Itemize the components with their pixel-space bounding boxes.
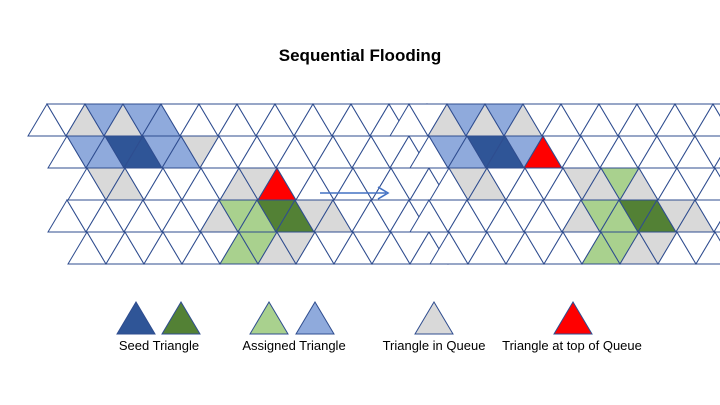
grid-triangle bbox=[714, 167, 720, 178]
legend-swatches bbox=[116, 301, 593, 335]
legend-seed-green-icon bbox=[161, 301, 201, 335]
legend-top-label: Triangle at top of Queue bbox=[502, 338, 642, 353]
grid-triangle bbox=[712, 103, 720, 117]
grid-before bbox=[27, 103, 487, 265]
legend-top-icon bbox=[553, 301, 593, 335]
grid-triangle bbox=[713, 220, 720, 233]
legend-assigned-green-icon bbox=[249, 301, 289, 335]
slide-title: Sequential Flooding bbox=[278, 46, 442, 65]
grid-triangle bbox=[694, 199, 720, 233]
grid-triangle bbox=[714, 231, 720, 242]
legend-assigned-blue-icon bbox=[295, 301, 335, 335]
grid-after bbox=[389, 103, 720, 265]
legend-seed-blue-icon bbox=[116, 301, 156, 335]
grid-triangle bbox=[713, 156, 720, 169]
legend-queue-label: Triangle in Queue bbox=[382, 338, 486, 353]
legend-queue-icon bbox=[414, 301, 454, 335]
legend-seed-label: Seed Triangle bbox=[118, 338, 200, 353]
legend-assigned-label: Assigned Triangle bbox=[242, 338, 346, 353]
grid-triangle bbox=[695, 231, 720, 265]
transition-arrow bbox=[320, 186, 390, 200]
grid-triangle bbox=[694, 135, 720, 169]
